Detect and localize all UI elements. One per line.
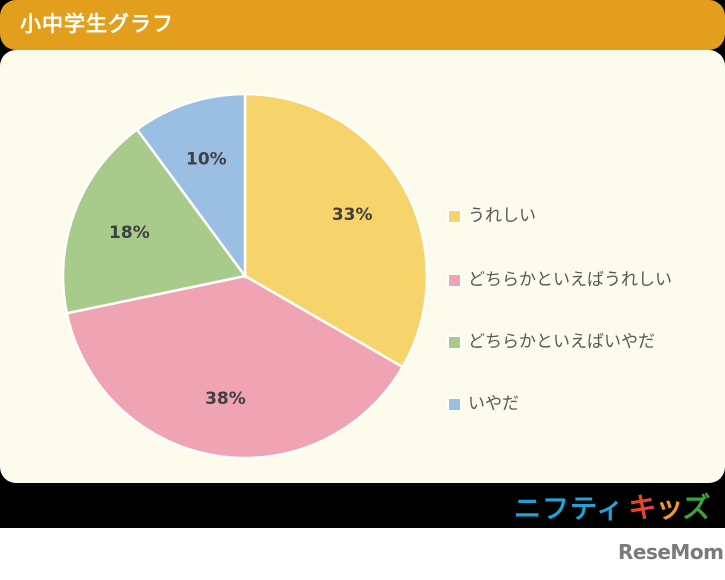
pie-data-label: 38% <box>205 389 246 409</box>
legend-item-ureshii: うれしい <box>447 205 536 227</box>
legend-swatch-icon <box>447 208 462 224</box>
legend-item-iyada: いやだ <box>447 393 519 415</box>
legend-label: どちらかといえばうれしい <box>468 270 672 290</box>
pie-slice <box>243 92 429 369</box>
pie-slice <box>61 127 248 315</box>
legend-item-dochira-iyada: どちらかといえばいやだ <box>447 331 655 353</box>
legend-swatch-icon <box>447 272 462 288</box>
chart-card: 33% 38% 18% 10% うれしい どちらかといえばうれしい どちらかといえばい… <box>0 50 725 483</box>
legend-label: いやだ <box>468 394 519 414</box>
pie-data-label: 33% <box>332 205 373 225</box>
pie-data-label: 18% <box>109 223 150 243</box>
kids-char-ki: キ <box>628 491 656 524</box>
nifty-kids-logo: ニフティ キッズ <box>514 486 710 526</box>
legend-label: どちらかといえばいやだ <box>468 332 655 352</box>
chart-title: 小中学生グラフ <box>20 12 174 36</box>
pie-slices <box>61 92 429 460</box>
kids-char-zu: ズ <box>682 491 710 524</box>
legend-label: うれしい <box>468 206 536 226</box>
pie-data-label: 10% <box>186 149 227 169</box>
kids-char-tsu: ッ <box>655 491 683 524</box>
kids-logo-text: キッズ <box>628 486 710 526</box>
legend-swatch-icon <box>447 396 462 412</box>
pie-slice <box>135 92 247 280</box>
legend-swatch-icon <box>447 334 462 350</box>
resemom-logo: ReseMom <box>618 540 724 564</box>
nifty-logo-text: ニフティ <box>514 493 625 525</box>
pie-chart: 33% 38% 18% 10% <box>61 92 429 460</box>
chart-header-bar: 小中学生グラフ <box>0 0 725 50</box>
pie-slice <box>65 274 405 460</box>
pie-data-labels: 33% 38% 18% 10% <box>109 149 372 409</box>
legend-item-dochira-ureshii: どちらかといえばうれしい <box>447 269 672 291</box>
